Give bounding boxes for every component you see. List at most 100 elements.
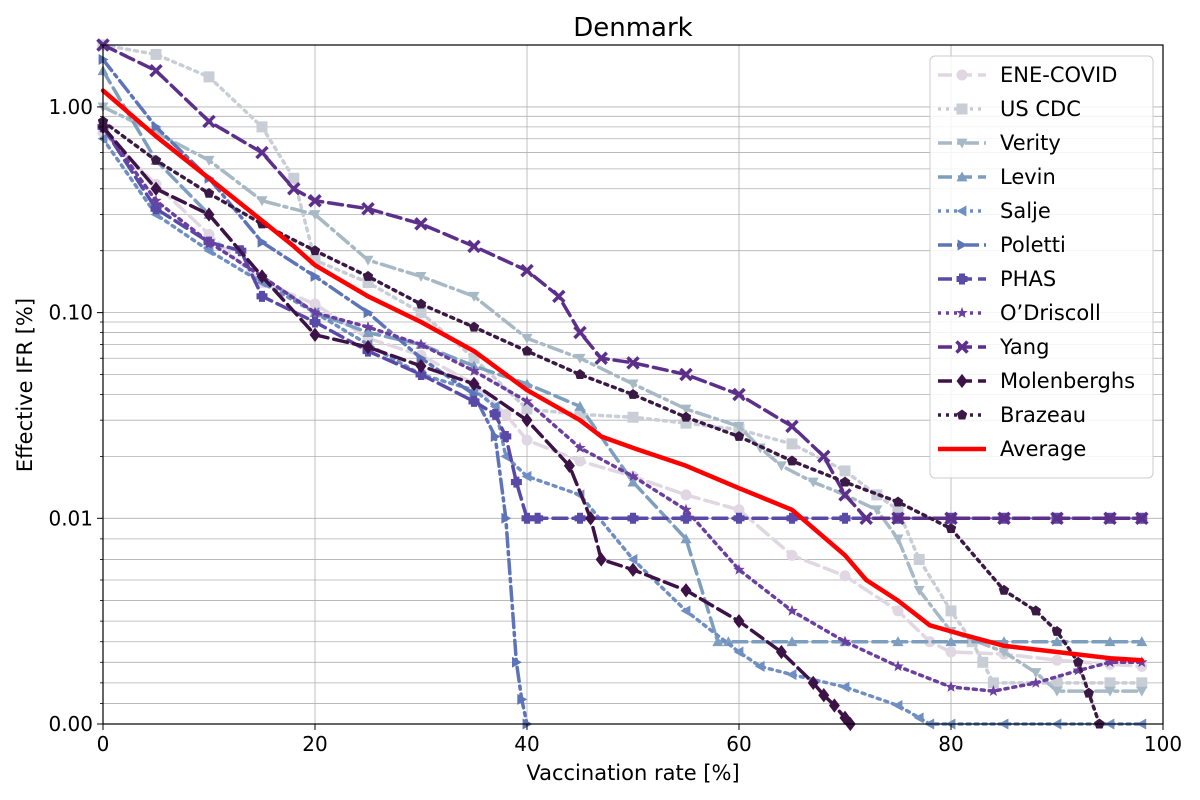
data-point-yang bbox=[149, 63, 163, 78]
y-tick-label: 0.01 bbox=[48, 506, 93, 530]
x-tick-label: 60 bbox=[726, 732, 751, 756]
data-point-molenberghs bbox=[362, 339, 374, 355]
data-point-levin bbox=[786, 636, 798, 647]
data-point-yang bbox=[552, 289, 566, 304]
data-point-yang-stroke bbox=[859, 511, 873, 526]
data-point-us-cdc bbox=[150, 48, 162, 60]
data-point-us-cdc bbox=[1104, 677, 1116, 689]
data-point-brazeau bbox=[998, 584, 1010, 595]
data-point-ene-covid bbox=[786, 549, 798, 561]
data-point-brazeau bbox=[1072, 656, 1084, 667]
data-point-brazeau bbox=[1051, 625, 1063, 636]
x-tick-label: 0 bbox=[97, 732, 110, 756]
x-tick-label: 40 bbox=[514, 732, 539, 756]
data-point-us-cdc bbox=[256, 121, 268, 133]
data-point-levin bbox=[1104, 636, 1116, 647]
data-point-phas bbox=[733, 512, 745, 524]
tick-layer: 0 20 40 60 80 100 0.00 0.01 0.10 1.00 bbox=[48, 44, 1182, 756]
data-point-levin bbox=[722, 636, 734, 647]
data-point-o-driscoll bbox=[309, 306, 321, 318]
data-point-molenberghs bbox=[828, 698, 840, 713]
data-point-yang-stroke bbox=[202, 114, 216, 129]
series-line-o-driscoll bbox=[101, 125, 1144, 693]
legend-box bbox=[929, 55, 1154, 479]
data-point-phas bbox=[150, 203, 162, 215]
data-point-brazeau bbox=[733, 430, 745, 441]
data-point-us-cdc bbox=[1051, 677, 1063, 689]
data-point-poletti bbox=[363, 307, 374, 319]
data-point-yang-stroke bbox=[308, 193, 322, 208]
data-point-levin bbox=[680, 533, 692, 544]
data-point-us-cdc bbox=[913, 553, 925, 565]
data-point-yang bbox=[1050, 511, 1064, 526]
data-point-o-driscoll bbox=[1072, 664, 1084, 676]
data-point-verity bbox=[1051, 686, 1063, 697]
data-point-brazeau bbox=[415, 298, 427, 309]
data-point-yang-stroke bbox=[573, 325, 587, 340]
data-point-us-cdc bbox=[288, 172, 300, 184]
data-point-o-driscoll bbox=[945, 680, 957, 692]
data-point-molenberghs bbox=[680, 583, 692, 598]
data-point-verity bbox=[203, 155, 215, 166]
x-axis-title: Vaccination rate [%] bbox=[526, 761, 739, 785]
data-point-phas bbox=[786, 512, 798, 524]
data-point-yang-stroke bbox=[891, 511, 905, 526]
legend-marker-molenberghs bbox=[956, 373, 968, 389]
data-point-yang-stroke bbox=[626, 356, 640, 370]
data-point-phas bbox=[839, 512, 851, 524]
data-point-molenberghs bbox=[415, 358, 427, 374]
legend-label-ene-covid: ENE-COVID bbox=[1000, 63, 1117, 87]
data-point-o-driscoll bbox=[1104, 656, 1116, 668]
data-point-phas bbox=[256, 290, 268, 302]
plot-frame bbox=[102, 44, 1164, 725]
data-point-yang-stroke bbox=[944, 511, 958, 526]
series-brazeau bbox=[97, 115, 1105, 729]
data-point-us-cdc bbox=[203, 71, 215, 83]
legend-label-o-driscoll: O’Driscoll bbox=[1000, 301, 1101, 325]
data-point-ene-covid bbox=[574, 455, 586, 467]
data-point-yang bbox=[997, 511, 1011, 526]
data-point-brazeau bbox=[521, 345, 533, 356]
legend-marker-ene-covid bbox=[956, 69, 968, 81]
legend: ENE-COVID US CDC Verity Levin Salje Poletti PH… bbox=[929, 55, 1154, 479]
data-point-us-cdc bbox=[839, 465, 851, 477]
data-point-verity bbox=[680, 404, 692, 415]
y-axis-title: Effective IFR [%] bbox=[13, 298, 37, 472]
data-point-brazeau bbox=[1030, 605, 1042, 616]
data-point-yang-stroke bbox=[1050, 511, 1064, 526]
data-point-o-driscoll bbox=[987, 685, 1000, 696]
data-point-yang-stroke bbox=[149, 63, 163, 78]
data-point-o-driscoll bbox=[150, 194, 162, 206]
data-point-levin bbox=[362, 327, 374, 337]
data-point-molenberghs bbox=[775, 644, 787, 660]
legend-label-poletti: Poletti bbox=[1000, 233, 1066, 257]
data-point-yang-stroke bbox=[287, 182, 301, 196]
data-point-phas bbox=[489, 408, 501, 420]
data-point-ene-covid bbox=[521, 434, 533, 446]
data-point-yang bbox=[1103, 511, 1117, 526]
data-point-us-cdc bbox=[362, 277, 374, 289]
data-point-us-cdc bbox=[892, 504, 904, 516]
data-point-yang bbox=[891, 511, 905, 526]
legend-marker-yang bbox=[955, 340, 969, 354]
data-point-verity bbox=[521, 333, 533, 344]
x-tick-label: 100 bbox=[1144, 732, 1182, 756]
data-point-brazeau bbox=[309, 245, 321, 256]
data-point-salje bbox=[627, 553, 638, 565]
legend-marker-us-cdc bbox=[956, 103, 968, 115]
data-point-molenberghs bbox=[203, 207, 215, 222]
data-point-us-cdc bbox=[574, 408, 586, 420]
data-point-yang-stroke bbox=[255, 145, 269, 160]
data-point-verity bbox=[807, 477, 819, 488]
data-point-levin bbox=[1051, 636, 1063, 647]
legend-marker-yang-stroke bbox=[955, 340, 969, 354]
data-point-yang bbox=[414, 217, 428, 231]
data-point-molenberghs bbox=[818, 688, 830, 703]
data-point-molenberghs bbox=[595, 552, 607, 567]
data-point-phas bbox=[680, 512, 692, 524]
data-point-poletti bbox=[490, 430, 501, 442]
data-point-phas bbox=[574, 512, 586, 524]
data-point-levin bbox=[1136, 636, 1148, 647]
